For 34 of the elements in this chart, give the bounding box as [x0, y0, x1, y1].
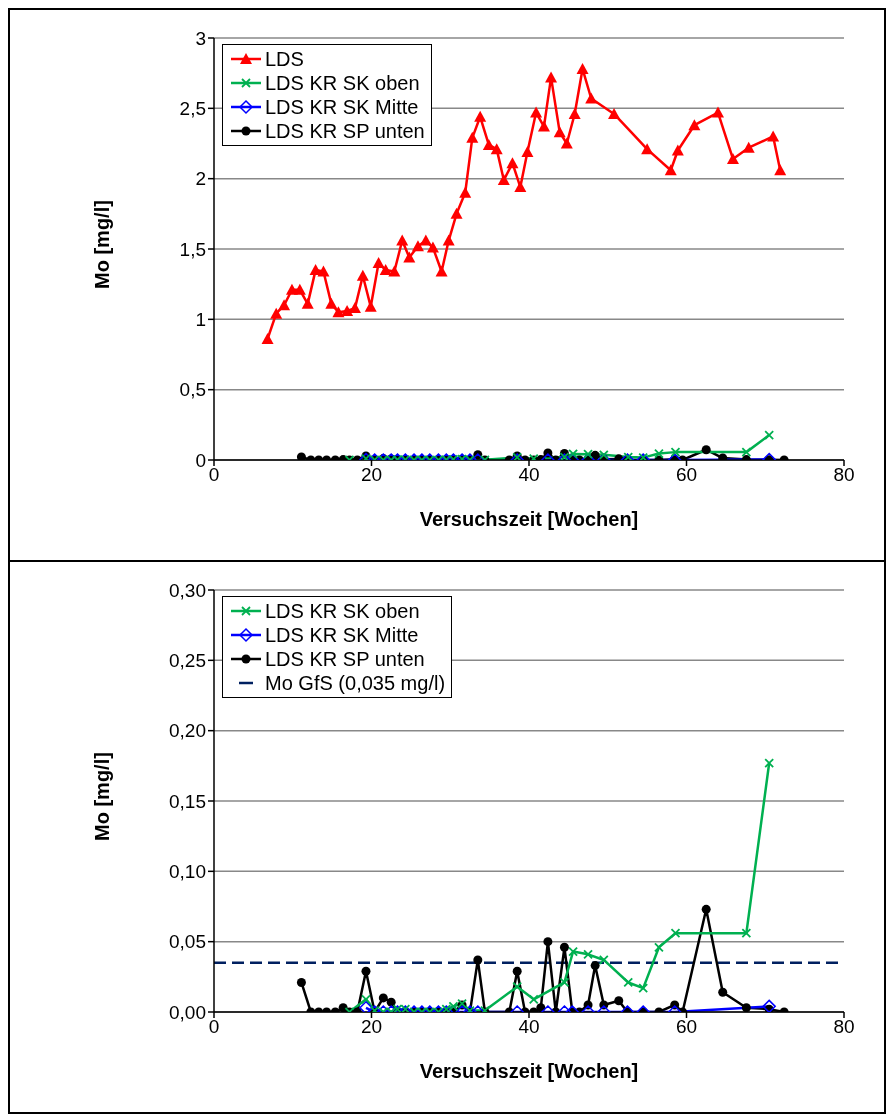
x-tick-label: 80: [833, 464, 855, 486]
x-tick-label: 80: [833, 1016, 855, 1038]
y-tick-label: 0: [195, 449, 206, 471]
y-tick-label: 2,5: [179, 98, 206, 120]
y-tick-label: 0,00: [169, 1001, 206, 1023]
y-tick-label: 0,05: [169, 931, 206, 953]
x-tick-label: 40: [518, 464, 540, 486]
x-tick-label: 40: [518, 1016, 540, 1038]
legend-label: LDS KR SP unten: [265, 119, 425, 143]
y-tick-label: 0,15: [169, 790, 206, 812]
y-axis-title: Mo [mg/l]: [91, 200, 114, 289]
y-tick-label: 0,10: [169, 861, 206, 883]
x-axis-title: Versuchszeit [Wochen]: [419, 508, 639, 530]
legend-label: LDS KR SK Mitte: [265, 95, 419, 119]
y-tick-label: 1: [195, 309, 206, 331]
legend-label: LDS: [265, 47, 304, 71]
x-tick-label: 20: [360, 464, 383, 486]
x-tick-label: 60: [675, 464, 698, 486]
y-tick-label: 1,5: [179, 238, 206, 260]
y-tick-label: 0,25: [169, 650, 206, 672]
x-tick-label: 60: [675, 1016, 698, 1038]
legend-label: LDS KR SP unten: [265, 647, 425, 671]
x-tick-label: 20: [360, 1016, 383, 1038]
y-tick-label: 2: [195, 168, 206, 190]
legend-label: LDS KR SK oben: [265, 71, 420, 95]
legend-label: LDS KR SK oben: [265, 599, 420, 623]
y-tick-label: 0,30: [169, 579, 206, 601]
legend-label: LDS KR SK Mitte: [265, 623, 419, 647]
x-axis-title: Versuchszeit [Wochen]: [419, 1060, 639, 1082]
y-tick-label: 0,5: [179, 379, 206, 401]
legend-label: Mo GfS (0,035 mg/l): [265, 671, 446, 695]
y-tick-label: 3: [195, 27, 206, 49]
y-axis-title: Mo [mg/l]: [91, 752, 114, 841]
y-tick-label: 0,20: [169, 720, 206, 742]
